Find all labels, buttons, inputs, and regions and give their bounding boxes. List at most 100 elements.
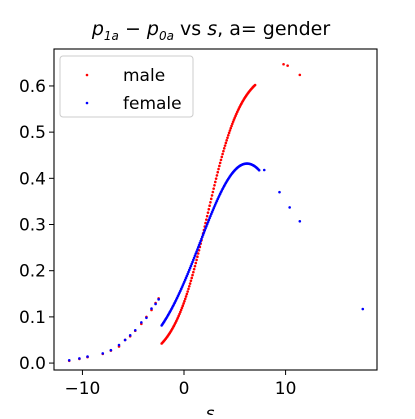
data-point-male	[209, 200, 212, 204]
data-point-female	[257, 168, 261, 172]
data-point-female	[205, 222, 209, 226]
data-point-male	[213, 180, 217, 184]
data-point-female	[206, 220, 210, 224]
y-tick-label: 0.3	[19, 216, 46, 236]
data-point-male	[222, 147, 226, 150]
data-point-male	[195, 258, 198, 262]
data-point-male	[183, 299, 186, 303]
data-point-male	[286, 64, 289, 67]
data-point-male	[196, 255, 199, 259]
data-point-male	[178, 312, 181, 316]
data-point-male	[183, 297, 187, 301]
data-point-female	[210, 210, 214, 214]
data-point-female	[140, 321, 143, 324]
data-point-male	[221, 152, 224, 156]
data-point-male	[191, 273, 194, 277]
data-point-female	[196, 248, 199, 251]
data-point-male	[194, 261, 198, 265]
data-point-female	[202, 231, 206, 234]
data-point-male	[253, 83, 257, 87]
data-point-female	[197, 243, 201, 247]
data-point-male	[219, 158, 223, 162]
x-tick-label: −10	[64, 379, 100, 399]
data-point-male	[179, 310, 182, 314]
legend-marker-male	[85, 73, 89, 77]
data-point-female	[188, 266, 192, 270]
data-point-male	[209, 197, 213, 201]
data-point-female	[133, 328, 137, 332]
y-tick-label: 0.5	[19, 123, 46, 143]
data-point-male	[213, 183, 216, 187]
data-point-male	[192, 267, 196, 271]
axes-layer: −10 0 10 0.0 0.1 0.2 0.3 0.4 0.5 0.6	[19, 77, 296, 399]
data-point-female	[194, 252, 198, 255]
data-point-female	[78, 357, 81, 360]
data-point-female	[190, 262, 194, 266]
x-tick-label: 0	[179, 379, 190, 399]
data-point-male	[187, 287, 190, 291]
data-point-male	[192, 270, 195, 274]
data-point-female	[157, 298, 160, 301]
plot-layer	[67, 62, 365, 363]
y-tick-label: 0.4	[19, 169, 46, 189]
data-point-female	[150, 307, 153, 310]
data-point-female	[205, 225, 208, 228]
data-point-female	[195, 250, 198, 253]
data-point-male	[220, 155, 224, 159]
data-point-female	[198, 241, 202, 245]
data-point-male	[218, 161, 222, 165]
data-point-female	[207, 218, 211, 222]
data-point-male	[189, 279, 193, 283]
data-point-female	[128, 334, 132, 337]
data-point-male	[190, 276, 194, 280]
data-point-male	[298, 73, 302, 77]
data-point-male	[207, 207, 211, 211]
data-point-female	[101, 352, 105, 355]
data-point-female	[117, 343, 121, 347]
data-point-male	[180, 306, 184, 310]
data-point-female	[86, 355, 89, 358]
data-point-male	[215, 174, 219, 177]
data-point-male	[206, 211, 210, 214]
data-point-male	[232, 118, 236, 121]
data-point-female	[298, 219, 302, 223]
y-tick-label: 0.1	[19, 308, 46, 328]
data-point-female	[192, 256, 196, 260]
data-point-male	[187, 284, 191, 288]
data-point-male	[185, 292, 189, 296]
data-point-male	[228, 129, 232, 132]
data-point-female	[199, 239, 202, 243]
data-point-female	[184, 276, 188, 280]
data-point-female	[209, 214, 212, 218]
legend-box	[59, 55, 194, 118]
data-point-male	[211, 190, 215, 194]
data-point-male	[231, 120, 235, 123]
data-point-male	[229, 126, 233, 130]
data-point-male	[222, 149, 225, 153]
legend: male female	[59, 55, 194, 118]
data-point-male	[226, 136, 229, 140]
data-point-female	[109, 348, 113, 352]
data-point-female	[185, 274, 189, 278]
data-point-male	[218, 164, 221, 168]
y-tick-label: 0.6	[19, 77, 46, 97]
x-axis-label: s	[206, 404, 215, 415]
data-point-male	[231, 122, 234, 126]
data-point-female	[288, 206, 291, 209]
y-tick-label: 0.2	[19, 262, 46, 282]
data-point-female	[278, 190, 281, 194]
data-point-female	[192, 258, 195, 262]
data-point-female	[361, 307, 365, 311]
data-point-female	[209, 212, 213, 216]
chart-title: p1a − p0a vs s, a= gender	[91, 18, 330, 43]
data-point-male	[188, 282, 192, 285]
data-point-male	[210, 194, 214, 197]
data-point-male	[181, 304, 185, 307]
plot-frame	[53, 48, 378, 371]
data-point-female	[145, 316, 148, 320]
data-point-male	[184, 295, 188, 298]
data-point-male	[214, 177, 218, 180]
legend-label-male: male	[123, 66, 165, 86]
